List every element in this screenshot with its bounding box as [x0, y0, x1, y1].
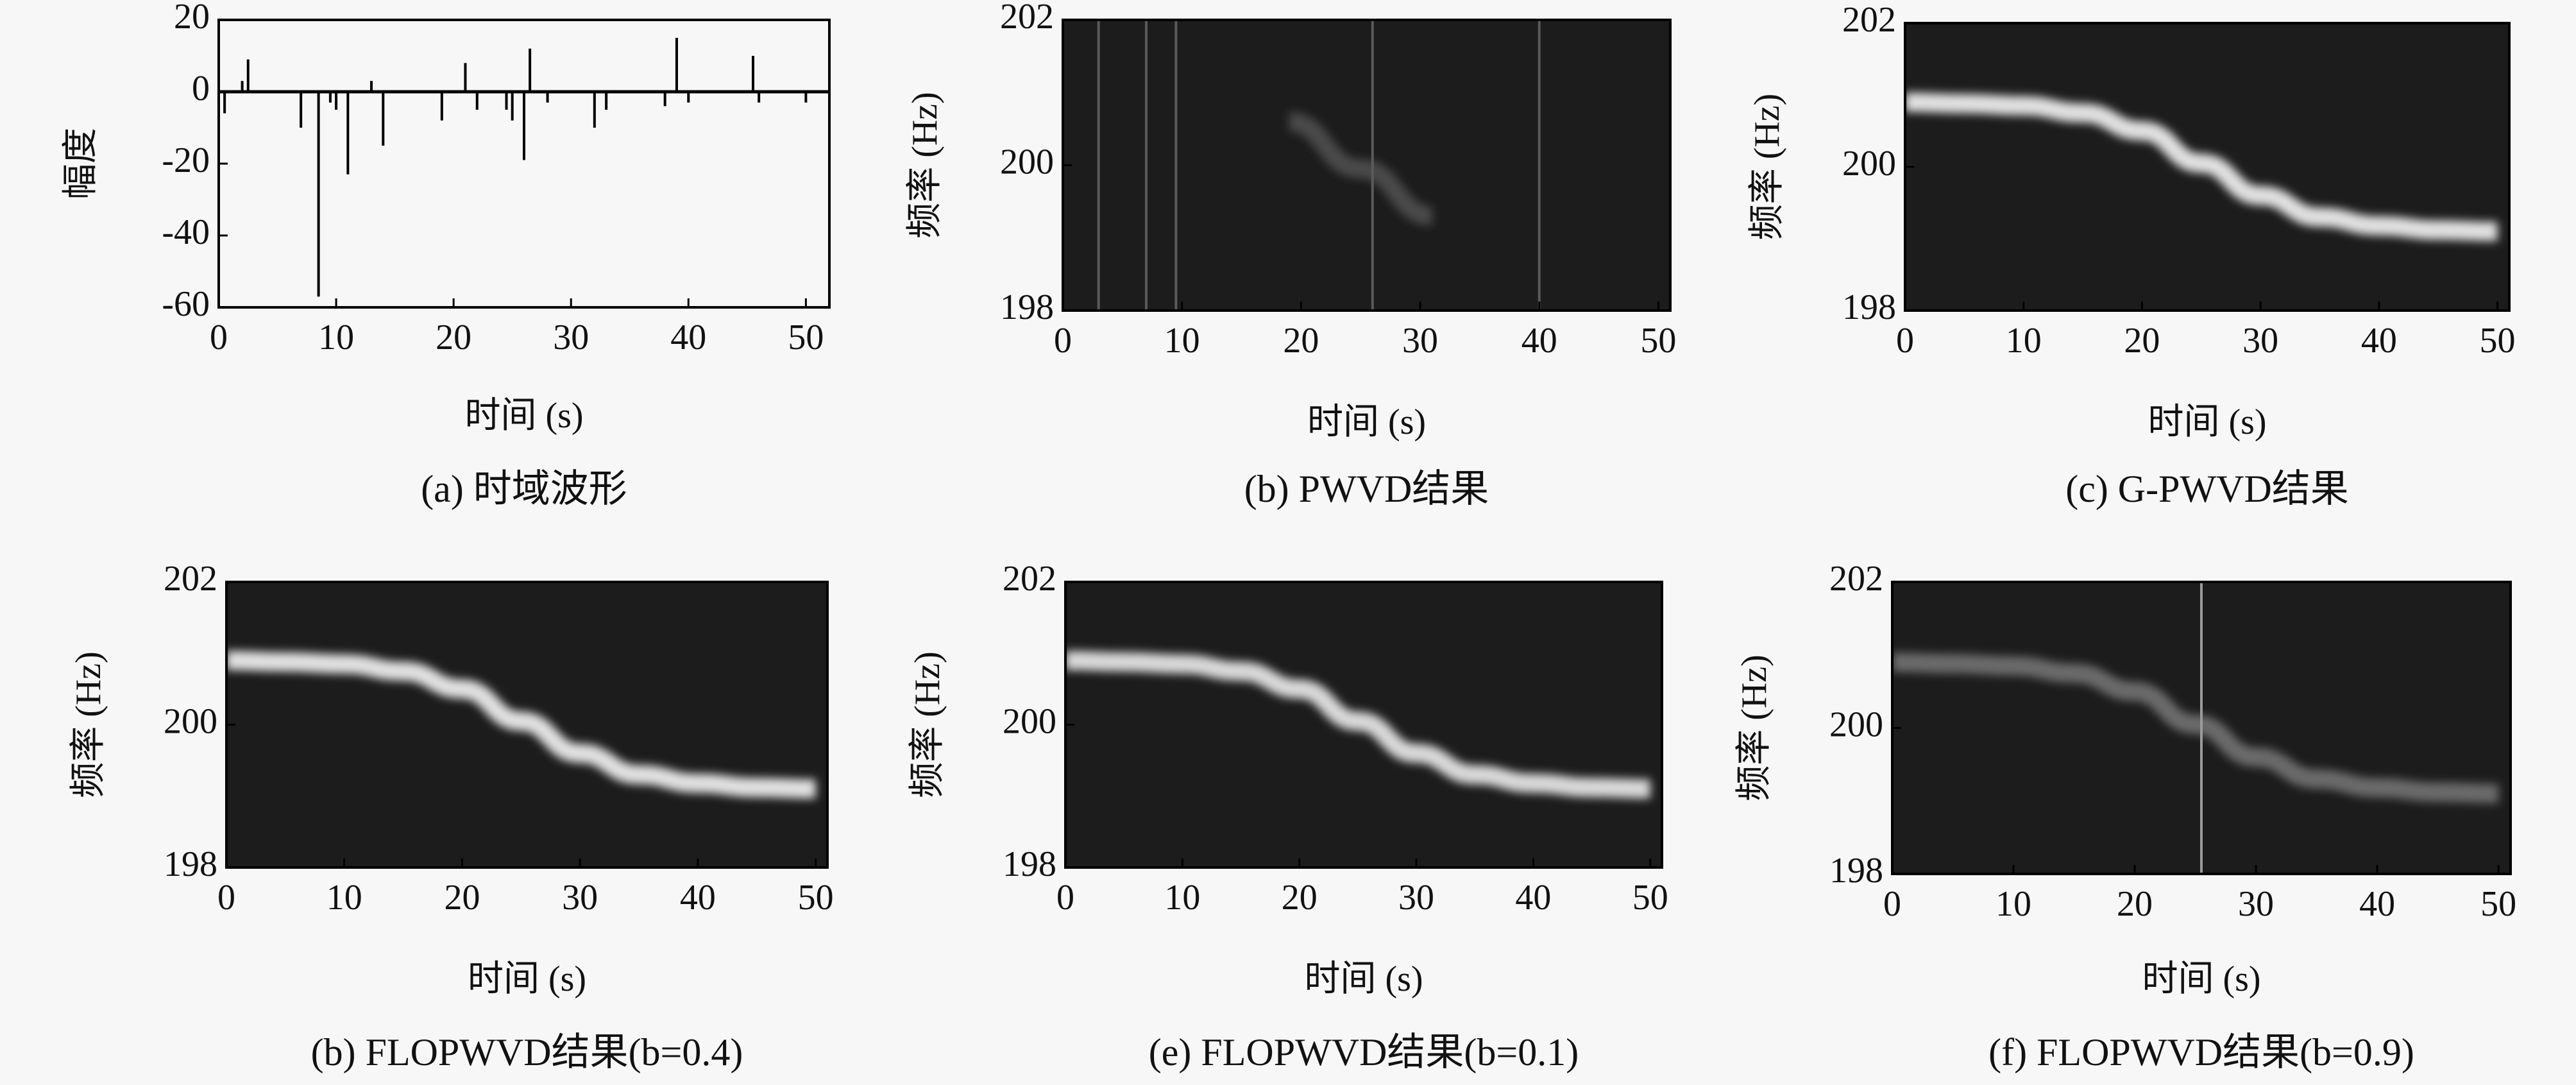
y-tick-label: 202	[164, 559, 217, 599]
ridge	[1065, 651, 1650, 799]
x-tick-label: 0	[217, 878, 235, 918]
caption: (f) FLOPWVD结果(b=0.9)	[1988, 1031, 2414, 1073]
y-tick-label: 20	[174, 0, 210, 37]
x-tick-label: 10	[318, 318, 354, 357]
x-tick-label: 0	[1056, 878, 1074, 918]
x-tick-label: 0	[1054, 321, 1072, 361]
y-tick-label: 202	[1842, 0, 1896, 40]
plot-area	[219, 38, 829, 297]
panel: 0 10 20 30 40 50 198 200 202 时间 (s) 频率 (Hz) (e) FLO…	[908, 559, 1668, 1073]
x-tick-label: 30	[1398, 878, 1434, 918]
y-tick-label: -40	[162, 212, 210, 252]
x-axis-label: 时间 (s)	[2142, 959, 2260, 999]
x-tick-label: 20	[2124, 321, 2160, 361]
x-tick-label: 10	[1164, 878, 1200, 918]
x-tick-label: 10	[2006, 321, 2042, 361]
y-axis-label: 幅度	[61, 128, 101, 200]
y-tick-label: 200	[1829, 705, 1883, 744]
x-tick-label: 40	[670, 318, 706, 357]
y-tick-label: 200	[1000, 142, 1054, 182]
caption: (b) FLOPWVD结果(b=0.4)	[311, 1031, 743, 1073]
plot-area	[1065, 582, 1662, 867]
y-tick-label: 200	[164, 701, 217, 741]
y-axis-label: 频率 (Hz)	[69, 651, 108, 798]
x-tick-label: 30	[553, 318, 589, 357]
x-tick-label: 10	[1996, 884, 2031, 924]
ridge	[1905, 92, 2498, 241]
x-tick-label: 20	[2117, 884, 2153, 924]
x-tick-label: 40	[2359, 884, 2395, 924]
y-tick-label: 0	[192, 69, 210, 108]
x-axis-label: 时间 (s)	[464, 396, 583, 436]
x-tick-label: 40	[1521, 321, 1557, 361]
axes-frame	[217, 19, 831, 309]
x-tick-label: 10	[326, 878, 362, 918]
y-tick-label: 200	[1003, 701, 1056, 741]
x-tick-label: 50	[2480, 321, 2516, 361]
x-tick-label: 0	[1896, 321, 1914, 361]
y-axis-label: 频率 (Hz)	[1734, 654, 1774, 801]
x-tick-label: 30	[1402, 321, 1438, 361]
y-axis-label: 频率 (Hz)	[1747, 94, 1787, 241]
y-tick-label: 202	[1829, 559, 1883, 599]
y-tick-label: 198	[1829, 851, 1883, 891]
plot-area	[1892, 582, 2511, 874]
ridge	[1288, 112, 1433, 226]
plot-area	[1905, 23, 2509, 311]
panel: 0 10 20 30 40 50 198 200 202 时间 (s) 频率 (Hz) (f) FLO…	[1734, 559, 2516, 1073]
x-axis-label: 时间 (s)	[2148, 402, 2266, 442]
x-tick-label: 50	[788, 318, 824, 357]
panel: 0 10 20 30 40 50 198 200 202 时间 (s) 频率 (Hz) (c) G-P…	[1747, 0, 2516, 510]
y-tick-label: 202	[1003, 559, 1056, 599]
x-tick-label: 50	[2480, 884, 2516, 924]
x-axis-label: 时间 (s)	[1304, 959, 1423, 999]
x-tick-label: 50	[798, 878, 834, 918]
x-tick-label: 50	[1632, 878, 1668, 918]
y-axis-label: 频率 (Hz)	[908, 651, 947, 798]
y-tick-label: -20	[162, 141, 210, 180]
x-tick-label: 20	[1282, 878, 1318, 918]
ridge	[226, 651, 816, 799]
x-tick-label: 40	[1515, 878, 1551, 918]
y-tick-label: 200	[1842, 144, 1896, 184]
y-axis-label: 频率 (Hz)	[905, 92, 945, 239]
y-tick-label: 198	[164, 844, 217, 884]
x-axis-label: 时间 (s)	[468, 959, 586, 999]
caption: (c) G-PWVD结果	[2065, 468, 2349, 510]
x-tick-label: 20	[1283, 321, 1319, 361]
y-tick-label: 198	[1000, 287, 1054, 327]
panel: 0 10 20 30 40 50 198 200 202 时间 (s) 频率 (Hz) (b) FLO…	[69, 559, 834, 1073]
x-tick-label: 10	[1164, 321, 1200, 361]
y-tick-label: 202	[1000, 0, 1054, 37]
x-tick-label: 30	[2242, 321, 2278, 361]
x-tick-label: 20	[444, 878, 480, 918]
plot-area	[1063, 20, 1670, 311]
caption: (b) PWVD结果	[1244, 468, 1489, 510]
ridge	[1892, 653, 2499, 803]
x-tick-label: 50	[1640, 321, 1676, 361]
x-tick-label: 30	[562, 878, 598, 918]
x-tick-label: 30	[2238, 884, 2274, 924]
y-tick-label: 198	[1003, 844, 1056, 884]
x-tick-label: 20	[436, 318, 471, 357]
y-tick-label: 198	[1842, 287, 1896, 327]
x-tick-label: 0	[210, 318, 228, 357]
x-tick-label: 0	[1883, 884, 1901, 924]
panel: 0 10 20 30 40 50 -60 -40 -20 0 20 时间 (s) 幅度 (a) 时域波形	[61, 0, 831, 510]
caption: (a) 时域波形	[421, 468, 627, 510]
x-tick-label: 40	[2361, 321, 2397, 361]
x-axis-label: 时间 (s)	[1307, 402, 1426, 442]
plot-area	[226, 582, 827, 867]
y-tick-label: -60	[162, 284, 210, 324]
panel: 0 10 20 30 40 50 198 200 202 时间 (s) 频率 (Hz) (b) PWV…	[905, 0, 1677, 510]
caption: (e) FLOPWVD结果(b=0.1)	[1149, 1031, 1579, 1073]
x-tick-label: 40	[680, 878, 716, 918]
